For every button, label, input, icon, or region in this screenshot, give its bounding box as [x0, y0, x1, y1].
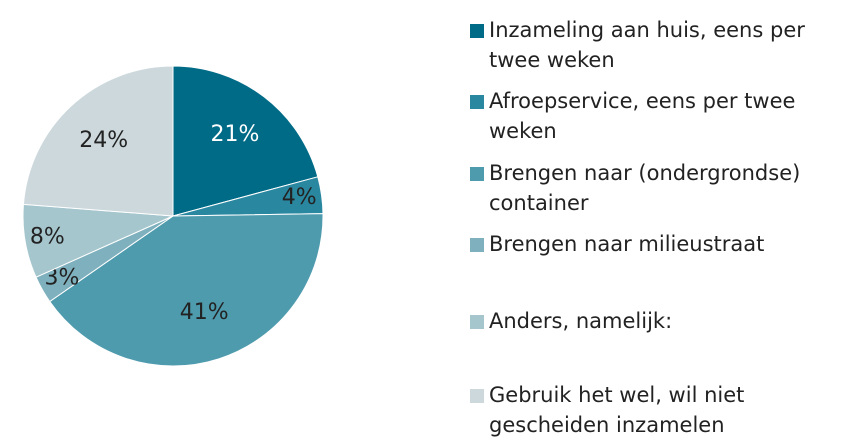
legend-label: Anders, namelijk: — [489, 309, 673, 333]
legend-swatch — [470, 315, 484, 329]
legend-item: Gebruik het wel, wil niet gescheiden inz… — [470, 380, 840, 440]
legend-label: Afroepservice, eens per twee weken — [489, 89, 796, 143]
data-label: 24% — [79, 128, 128, 153]
data-label: 4% — [282, 185, 317, 210]
pie-slice — [172, 65, 319, 217]
pie-slice — [22, 65, 174, 217]
legend-label: Brengen naar milieustraat — [489, 232, 765, 256]
pie-slice — [49, 213, 324, 367]
legend-item: Brengen naar milieustraat — [470, 229, 840, 259]
legend-item: Brengen naar (ondergrondse) container — [470, 158, 840, 218]
legend-swatch — [470, 167, 484, 181]
data-label: 41% — [180, 300, 229, 325]
legend-label: Brengen naar (ondergrondse) container — [489, 161, 801, 215]
legend-swatch — [470, 238, 484, 252]
legend-swatch — [470, 389, 484, 403]
legend-swatch — [470, 95, 484, 109]
legend-swatch — [470, 24, 484, 38]
legend-item: Anders, namelijk: — [470, 306, 840, 336]
legend-item: Afroepservice, eens per twee weken — [470, 86, 840, 146]
legend-label: Inzameling aan huis, eens per twee weken — [489, 18, 805, 72]
legend-label: Gebruik het wel, wil niet gescheiden inz… — [489, 383, 745, 437]
data-label: 8% — [30, 225, 65, 250]
data-label: 21% — [211, 122, 260, 147]
legend-item: Inzameling aan huis, eens per twee weken — [470, 15, 840, 75]
